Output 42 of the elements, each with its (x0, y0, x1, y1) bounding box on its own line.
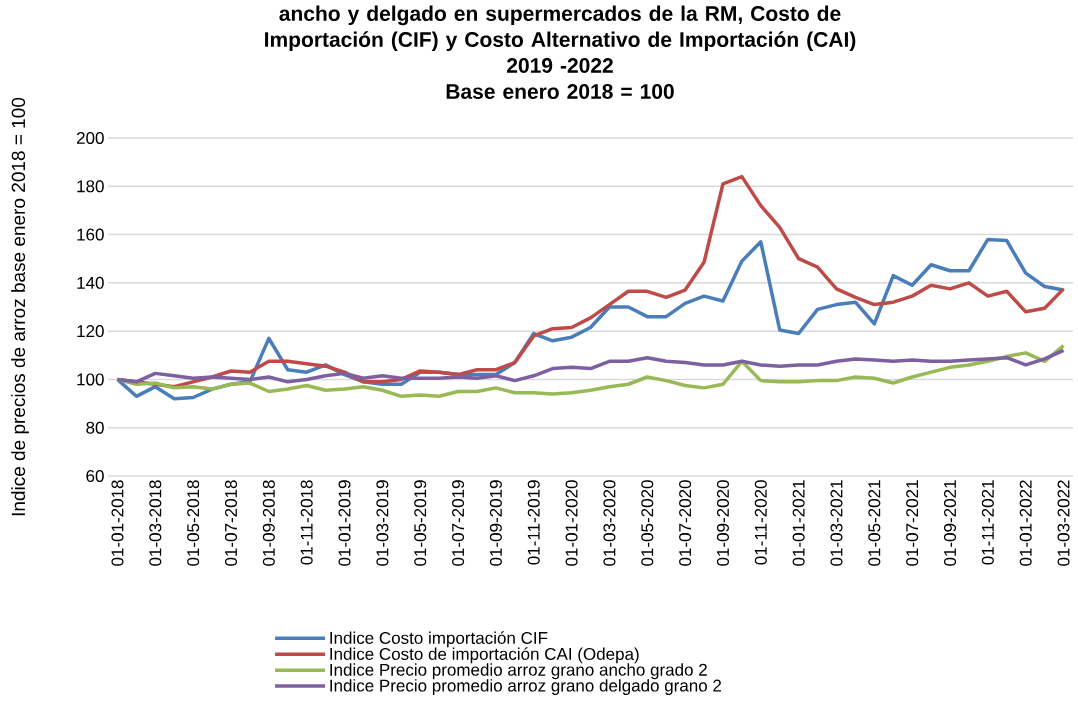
chart-title: ancho y delgado en supermercados de la RM, Costo de Importación (CIF) y Costo Alternativo de Importación (CAI) (265, 5, 856, 52)
x-tick-label: 01-01-2021 (792, 480, 805, 566)
x-tick-label: 01-01-2020 (565, 480, 578, 566)
x-tick-label: 01-01-2018 (111, 480, 124, 566)
x-tick-label: 01-01-2019 (338, 480, 351, 566)
x-tick-label: 01-05-2021 (868, 480, 881, 566)
legend-label: Indice Costo importación CIF (330, 631, 548, 648)
x-tick-label: 01-07-2021 (906, 480, 919, 566)
y-tick-label: 80 (86, 421, 104, 434)
x-tick-label: 01-11-2020 (754, 480, 767, 565)
x-tick-label: 01-03-2021 (830, 480, 843, 566)
x-tick-label: 01-05-2020 (641, 480, 654, 566)
legend-label: Indice Costo de importación CAI (Odepa) (330, 647, 639, 664)
x-tick-label: 01-09-2018 (262, 480, 275, 566)
x-tick-label: 01-11-2018 (300, 480, 313, 565)
y-tick-label: 200 (76, 131, 104, 145)
y-tick-label: 100 (77, 373, 104, 386)
x-tick-label: 01-09-2019 (489, 480, 502, 566)
text: Base enero 2018 = 100 (446, 84, 674, 99)
legend-label: Indice Precio promedio arroz grano delgado grano 2 (330, 679, 721, 695)
chart-subtitle: 2019 -2022 (507, 58, 613, 73)
x-tick-label: 01-09-2020 (716, 480, 729, 566)
x-tick-label: 01-03-2022 (1057, 480, 1070, 566)
x-tick-label: 01-03-2020 (603, 480, 616, 566)
x-tick-label: 01-11-2019 (527, 480, 540, 565)
legend-label: Indice Precio promedio arroz grano ancho grado 2 (330, 663, 707, 680)
x-tick-label: 01-11-2021 (981, 480, 994, 565)
x-tick-label: 01-07-2018 (224, 480, 238, 566)
x-tick-label: 01-05-2019 (414, 480, 427, 566)
y-tick-label: 120 (77, 325, 104, 338)
y-tick-label: 180 (77, 180, 104, 193)
x-tick-label: 01-09-2021 (943, 480, 957, 566)
x-tick-label: 01-07-2019 (452, 480, 465, 566)
x-tick-label: 01-05-2018 (187, 480, 200, 566)
x-tick-label: 01-01-2022 (1019, 480, 1032, 566)
y-tick-label: 60 (86, 469, 104, 483)
y-axis-title: Indice de precios de arroz base enero 2018 = 100 (11, 97, 29, 516)
x-tick-label: 01-07-2020 (679, 480, 692, 566)
x-tick-label: 01-03-2019 (376, 480, 389, 566)
x-tick-label: 01-03-2018 (149, 480, 162, 566)
y-tick-label: 160 (77, 228, 104, 241)
y-tick-label: 140 (77, 276, 104, 289)
